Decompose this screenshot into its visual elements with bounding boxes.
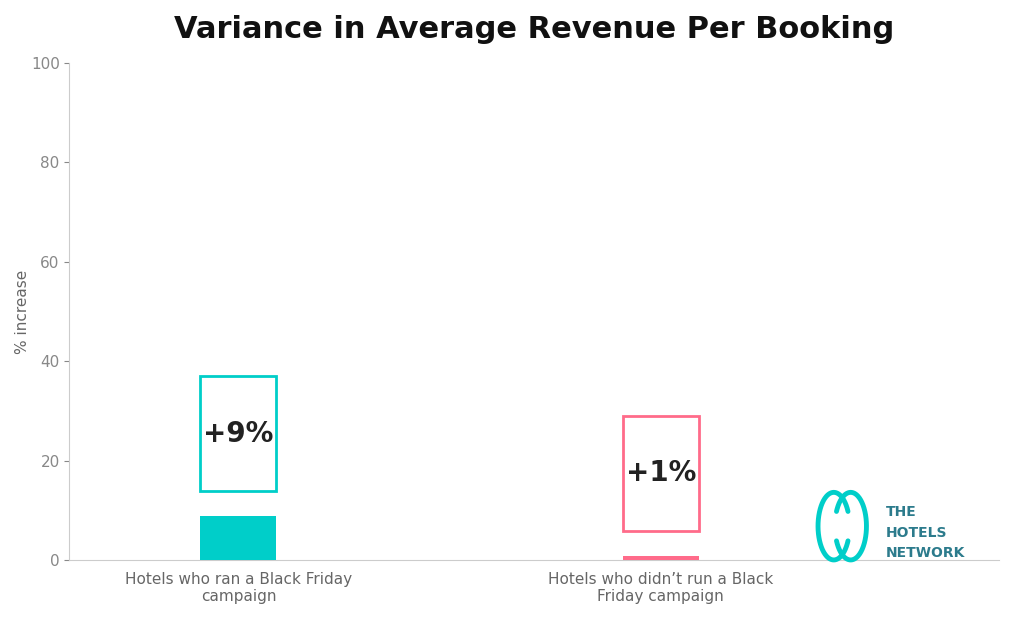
Bar xyxy=(623,416,698,530)
Text: +1%: +1% xyxy=(626,459,696,487)
Y-axis label: % increase: % increase xyxy=(15,270,30,354)
Text: +9%: +9% xyxy=(203,420,273,448)
Bar xyxy=(201,516,276,560)
Bar xyxy=(201,376,276,491)
Title: Variance in Average Revenue Per Booking: Variance in Average Revenue Per Booking xyxy=(174,15,894,44)
Text: THE
HOTELS
NETWORK: THE HOTELS NETWORK xyxy=(886,505,966,560)
Bar xyxy=(623,555,698,560)
